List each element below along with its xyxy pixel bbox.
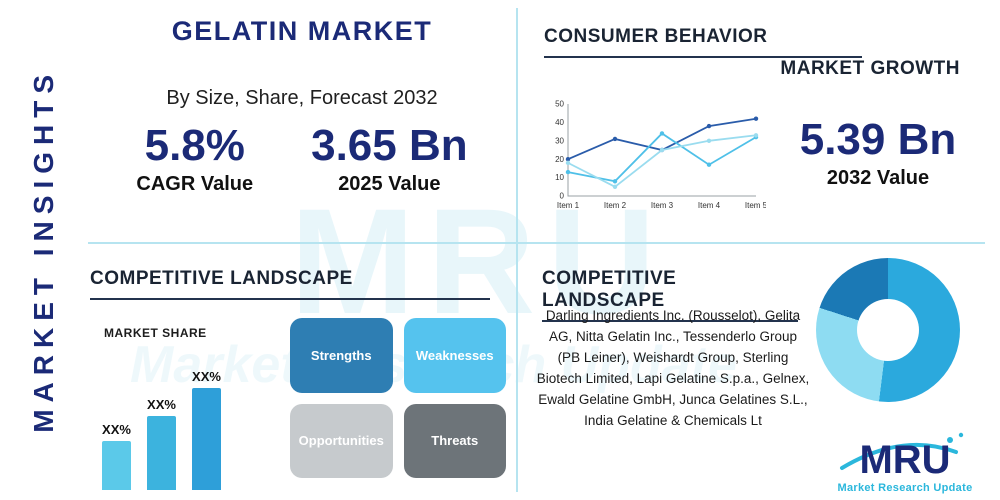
logo-swoosh-icon xyxy=(840,432,964,470)
value-2025-stat: 3.65 Bn 2025 Value xyxy=(311,122,468,196)
key-companies-list: Darling Ingredients Inc. (Rousselot), Ge… xyxy=(536,308,810,428)
market-growth-section: CONSUMER BEHAVIOR MARKET GROWTH 0 10 20 30 4… xyxy=(516,0,1000,242)
bar-value-label: XX% xyxy=(102,422,131,437)
value-2025-label: 2025 Value xyxy=(338,172,441,195)
swot-strengths: Strengths xyxy=(290,318,393,393)
value-2025: 3.65 Bn xyxy=(311,121,468,170)
bar xyxy=(192,388,221,490)
swot-weaknesses: Weaknesses xyxy=(403,318,506,393)
competitive-landscape-right-section: COMPETITIVE LANDSCAPE Darling Ingredient… xyxy=(516,244,1000,500)
market-share-bar-2: XX% xyxy=(147,397,176,490)
bar xyxy=(147,416,176,490)
svg-text:30: 30 xyxy=(555,136,564,145)
competitive-landscape-right-heading: COMPETITIVE LANDSCAPE xyxy=(542,268,798,322)
subtitle: By Size, Share, Forecast 2032 xyxy=(166,87,438,109)
value-2032-label: 2032 Value xyxy=(826,166,930,189)
svg-text:Item 5: Item 5 xyxy=(745,201,766,210)
bar-value-label: XX% xyxy=(147,397,176,412)
svg-text:10: 10 xyxy=(555,173,564,182)
market-share-bar-3: XX% xyxy=(192,369,221,490)
competitive-landscape-left-section: COMPETITIVE LANDSCAPE MARKET SHARE XX% XX… xyxy=(88,244,516,500)
line-series-series-lightblue xyxy=(567,132,757,183)
svg-text:Item 4: Item 4 xyxy=(698,201,721,210)
watermark-text: MRU xyxy=(290,177,668,345)
page-title: GELATIN MARKET xyxy=(171,16,433,46)
market-share-bar-chart: XX% XX% XX% xyxy=(102,369,221,490)
stats-row: 5.8% CAGR Value 3.65 Bn 2025 Value xyxy=(88,122,516,196)
vertical-divider xyxy=(516,8,518,492)
market-growth-line-chart: 0 10 20 30 40 50 Item 1 Item 2 Item 3 Item 4 Item … xyxy=(555,100,766,210)
svg-text:50: 50 xyxy=(555,100,564,109)
competitive-landscape-left-heading: COMPETITIVE LANDSCAPE xyxy=(90,268,490,300)
swot-opportunities: Opportunities xyxy=(290,403,393,478)
consumer-behavior-heading: CONSUMER BEHAVIOR xyxy=(544,26,862,58)
swot-threats: Threats xyxy=(403,403,506,478)
swot-grid: Strengths Weaknesses Opportunities Threa… xyxy=(290,318,506,478)
market-growth-heading: MARKET GROWTH xyxy=(780,58,960,79)
svg-text:0: 0 xyxy=(560,192,565,201)
vertical-title: MARKET INSIGHTS xyxy=(28,67,59,433)
svg-text:Item 3: Item 3 xyxy=(651,201,674,210)
svg-text:20: 20 xyxy=(555,155,564,164)
svg-text:40: 40 xyxy=(555,118,564,127)
left-rail: MARKET INSIGHTS xyxy=(0,0,88,500)
value-2032: 5.39 Bn xyxy=(799,115,957,164)
market-share-bar-1: XX% xyxy=(102,422,131,490)
mru-logo: MRU Market Research Update xyxy=(820,432,990,494)
value-2032-stat: 5.39 Bn 2032 Value xyxy=(778,116,978,190)
logo-text: MRU xyxy=(859,438,951,482)
cagr-value: 5.8% xyxy=(144,121,245,170)
logo-tagline: Market Research Update xyxy=(837,482,973,494)
bar xyxy=(102,441,131,490)
svg-text:Item 1: Item 1 xyxy=(557,201,580,210)
donut-hole xyxy=(857,299,919,361)
line-series-series-paleblue xyxy=(567,134,757,188)
market-share-label: MARKET SHARE xyxy=(104,326,207,340)
market-share-donut-chart xyxy=(816,258,960,402)
cagr-label: CAGR Value xyxy=(136,172,254,195)
horizontal-divider xyxy=(88,242,985,244)
svg-text:Item 2: Item 2 xyxy=(604,201,627,210)
bar-value-label: XX% xyxy=(192,369,221,384)
market-overview-section: GELATIN MARKET By Size, Share, Forecast … xyxy=(88,0,516,242)
cagr-stat: 5.8% CAGR Value xyxy=(136,122,253,196)
